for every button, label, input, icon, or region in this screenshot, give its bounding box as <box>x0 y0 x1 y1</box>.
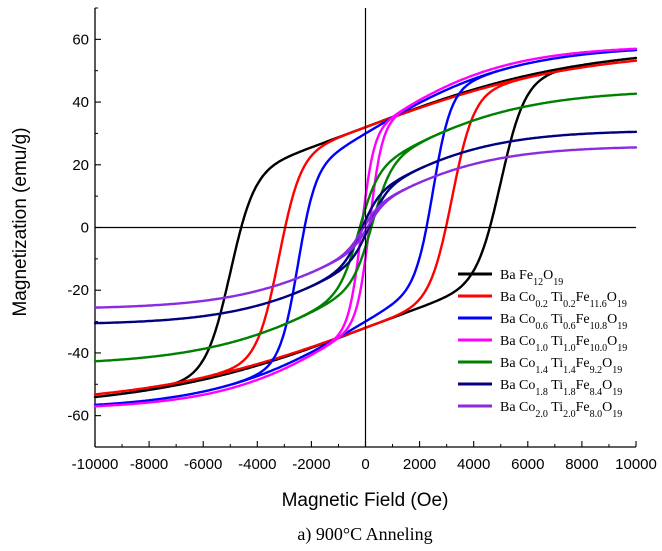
figure-caption: a) 900°C Anneling <box>297 524 432 545</box>
x-tick-label: 0 <box>361 456 369 473</box>
tick-layer: -10000 -8000 -6000 -4000 -2000 0 2000 4000 6000 8… <box>67 7 657 473</box>
x-tick-label: 10000 <box>615 456 657 473</box>
y-tick-label: -20 <box>67 282 89 299</box>
y-tick-label: -60 <box>67 408 89 425</box>
x-tick-label: -10000 <box>72 456 119 473</box>
x-tick-label: 6000 <box>511 456 544 473</box>
series-line-6 <box>93 130 638 325</box>
series-line-5 <box>93 92 638 363</box>
x-tick-label: 8000 <box>565 456 598 473</box>
axes-layer <box>95 8 636 447</box>
y-tick-label: 40 <box>72 94 89 111</box>
x-tick-label: 2000 <box>403 456 436 473</box>
series-line-2 <box>93 59 638 396</box>
series-line-4 <box>93 47 638 408</box>
x-tick-label: -4000 <box>238 456 276 473</box>
legend-entry-7: Ba Co2.0 Ti2.0Fe8.0O19 <box>500 400 622 420</box>
series-line-7 <box>93 146 638 309</box>
legend-entry-3: Ba Co0.6 Ti0.6Fe10.8O19 <box>500 312 627 332</box>
y-tick-label: 0 <box>81 220 89 237</box>
y-tick-label: -40 <box>67 345 89 362</box>
y-axis-title: Magnetization (emu/g) <box>10 127 31 316</box>
legend-entry-4: Ba Co1.0 Ti1.0Fe10.0O19 <box>500 334 627 354</box>
y-tick-label: 60 <box>72 31 89 48</box>
x-tick-label: -2000 <box>292 456 330 473</box>
y-tick-label: 20 <box>72 157 89 174</box>
series-line-3 <box>93 48 638 407</box>
x-tick-label: -8000 <box>130 456 168 473</box>
x-tick-label: 4000 <box>457 456 490 473</box>
x-axis-title: Magnetic Field (Oe) <box>282 490 449 511</box>
legend-entry-6: Ba Co1.8 Ti1.8Fe8.4O19 <box>500 378 622 398</box>
legend-entry-5: Ba Co1.4 Ti1.4Fe9.2O19 <box>500 356 622 376</box>
curve-layer <box>93 47 638 408</box>
legend-entry-1: Ba Fe12O19 <box>500 268 563 288</box>
x-tick-label: -6000 <box>184 456 222 473</box>
legend-entry-2: Ba Co0.2 Ti0.2Fe11.6O19 <box>500 290 627 310</box>
